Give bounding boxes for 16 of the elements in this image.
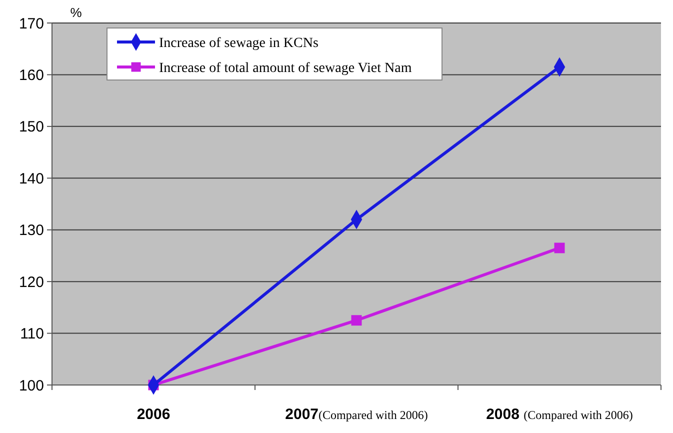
x-tick-label: 2006	[136, 406, 170, 423]
y-tick-label: 100	[18, 377, 44, 394]
point	[554, 242, 565, 254]
y-tick-label: 130	[18, 222, 44, 240]
y-tick-label: 110	[20, 326, 44, 343]
y-axis-title: %	[70, 5, 82, 20]
y-tick-label: 120	[18, 274, 44, 291]
y-tick-label: 160	[18, 66, 44, 84]
point	[351, 315, 362, 326]
x-tick-label: 2008 (Compared with 2006)	[486, 406, 633, 423]
y-tick-label: 170	[18, 15, 44, 32]
y-tick-label: 140	[18, 170, 44, 188]
legend-label: Increase of sewage in KCNs	[159, 36, 318, 51]
y-tick-label: 150	[18, 118, 44, 136]
legend-label: Increase of total amount of sewage Viet Nam	[159, 60, 412, 76]
x-tick-label: 2007(Compared with 2006)	[285, 406, 428, 423]
